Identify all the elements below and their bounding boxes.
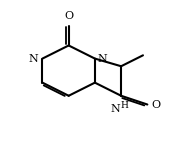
Text: O: O xyxy=(152,100,161,109)
Text: N: N xyxy=(111,104,120,114)
Text: N: N xyxy=(98,54,108,64)
Text: N: N xyxy=(28,54,38,64)
Text: O: O xyxy=(64,11,73,21)
Text: H: H xyxy=(120,101,128,110)
